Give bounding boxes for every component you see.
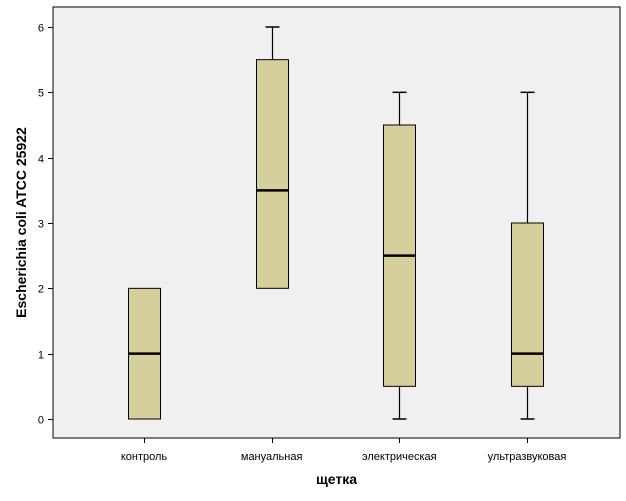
y-axis: 0 1 2 3 4 5 6: [38, 23, 53, 427]
x-tick-label-1: мануальная: [241, 451, 303, 463]
x-tick-label-2: электрическая: [362, 451, 437, 463]
box-1: [256, 26, 289, 289]
y-tick-label-1: 1: [38, 350, 44, 362]
box-body-1: [256, 59, 289, 289]
x-tick-label-0: контроль: [121, 451, 168, 463]
x-axis: контроль мануальная электрическая ультразву…: [121, 438, 567, 463]
boxes: [128, 26, 544, 420]
y-tick-label-5: 5: [38, 88, 44, 100]
y-tick-label-0: 0: [38, 415, 44, 427]
y-tick-label-6: 6: [38, 23, 44, 35]
box-2: [383, 91, 416, 420]
box-3: [511, 91, 544, 420]
box-body-3: [511, 222, 544, 387]
x-tick-label-3: ультразвуковая: [488, 451, 567, 463]
y-tick-label-2: 2: [38, 284, 44, 296]
box-0: [128, 287, 161, 420]
y-tick-label-4: 4: [38, 154, 44, 166]
y-tick-label-3: 3: [38, 219, 44, 231]
y-axis-title: Escherichia coli ATCC 25922: [13, 127, 29, 318]
x-axis-title: щетка: [316, 471, 357, 487]
